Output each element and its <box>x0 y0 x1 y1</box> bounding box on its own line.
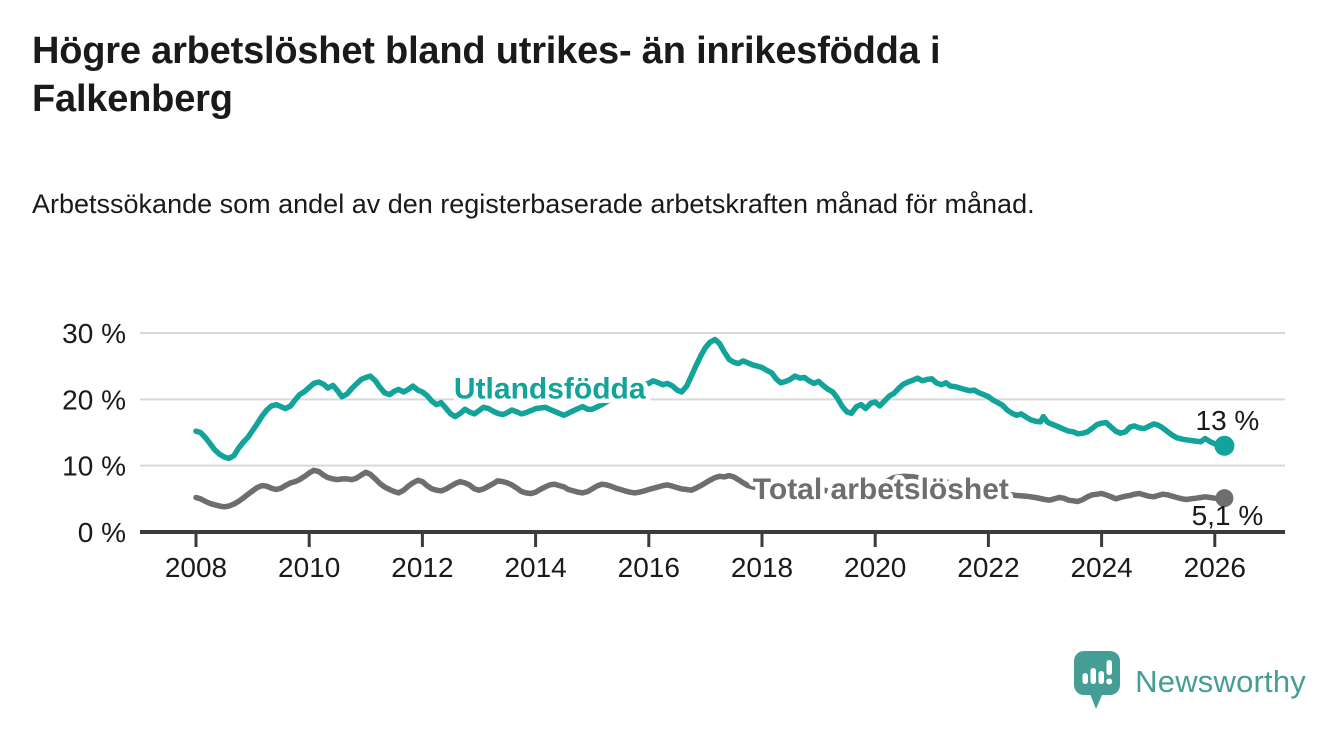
series-end-value-label: 13 % <box>1196 405 1260 436</box>
brand-name: Newsworthy <box>1135 664 1306 699</box>
gridlines <box>140 332 1285 467</box>
x-tick-label: 2026 <box>1184 552 1246 583</box>
series-end-value-label: 5,1 % <box>1192 500 1264 531</box>
y-tick-label: 0 % <box>78 517 126 548</box>
x-tick-label: 2018 <box>731 552 793 583</box>
x-tick-label: 2010 <box>278 552 340 583</box>
y-axis-tick-labels: 0 % 10 % 20 % 30 % <box>62 318 126 548</box>
x-tick-label: 2016 <box>618 552 680 583</box>
series-end-dot <box>1214 435 1235 456</box>
x-tick-label: 2012 <box>391 552 453 583</box>
x-tick-label: 2022 <box>957 552 1019 583</box>
series-inline-label: Utlandsfödda <box>454 373 646 406</box>
unemployment-line-chart: 0 %10 %20 %30 %2008 2010 2012 2014 2016 2018 2… <box>62 318 1285 583</box>
chart-subtitle: Arbetssökande som andel av den registerb… <box>32 189 1035 219</box>
x-tick-label: 2020 <box>844 552 906 583</box>
series-inline-label: Total arbetslöshet <box>753 473 1009 506</box>
brand-footer: Newsworthy <box>1073 650 1306 714</box>
x-tick-label: 2014 <box>504 552 566 583</box>
y-tick-label: 30 % <box>62 318 126 349</box>
x-tick-label: 2024 <box>1070 552 1132 583</box>
page-title: Högre arbetslöshet bland utrikes- än inr… <box>32 30 941 120</box>
series-line-total-arbetsl-shet <box>193 467 1228 510</box>
x-tick-label: 2008 <box>165 552 227 583</box>
x-axis-ticks: 2008 2010 2012 2014 2016 2018 2020 2022 2024 2026 <box>165 534 1246 583</box>
y-tick-label: 10 % <box>62 451 126 482</box>
series-line-utlandsf-dda <box>193 336 1228 462</box>
bar-chart-speech-bubble-icon <box>1074 651 1121 709</box>
series-end-dot <box>1215 489 1234 508</box>
y-tick-label: 20 % <box>62 384 126 415</box>
